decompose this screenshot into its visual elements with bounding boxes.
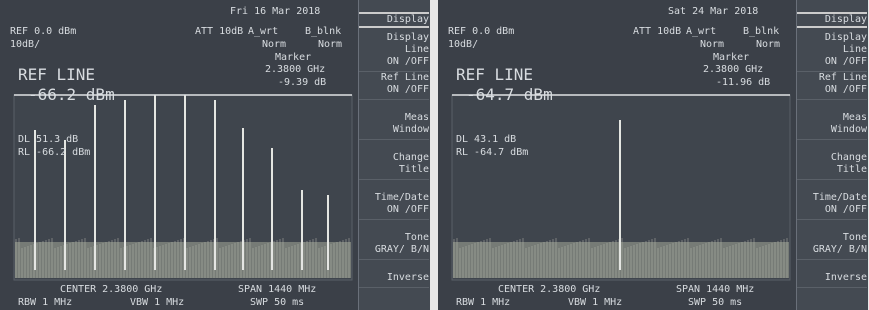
softkey-label: ON /OFF xyxy=(797,204,867,216)
softkey-label: Display xyxy=(797,32,867,44)
ref-level: REF 0.0 dBm xyxy=(448,26,514,37)
trace-b-mode: B_blnk xyxy=(305,26,341,37)
analyzer-screen: Sat 24 Mar 2018 REF 0.0 dBm 10dB/ATT 10dB A… xyxy=(438,0,868,310)
softkey-label: GRAY/ B/N xyxy=(797,244,867,256)
rbw: RBW 1 MHz xyxy=(456,297,510,308)
menu-title: Display xyxy=(797,12,867,28)
softkey-label: Window xyxy=(797,124,867,136)
ref-line-label: REF LINE xyxy=(18,66,95,84)
softkey-label: Line xyxy=(797,44,867,56)
scale: 10dB/ xyxy=(10,39,40,50)
softkey-label: ON /OFF xyxy=(359,204,429,216)
marker-label: Marker xyxy=(275,52,311,63)
softkey-label: Title xyxy=(359,164,429,176)
softkey-label: Meas xyxy=(359,112,429,124)
center-frequency: CENTER 2.3800 GHz xyxy=(498,284,600,295)
marker-frequency: 2.3800 GHz xyxy=(703,64,763,75)
sweep-time: SWP 50 ms xyxy=(688,297,742,308)
ref-level: REF 0.0 dBm xyxy=(10,26,76,37)
trace-b-mode: B_blnk xyxy=(743,26,779,37)
softkey-label: Inverse xyxy=(359,272,429,284)
softkey-label: Time/Date xyxy=(797,192,867,204)
softkey-label: ON /OFF xyxy=(797,84,867,96)
vbw: VBW 1 MHz xyxy=(568,297,622,308)
trace-a-detector: Norm xyxy=(262,39,286,50)
span: SPAN 1440 MHz xyxy=(676,284,754,295)
page: Fri 16 Mar 2018 REF 0.0 dBm 10dB/ATT 10dB A… xyxy=(0,0,869,310)
marker-frequency: 2.3800 GHz xyxy=(265,64,325,75)
date: Fri 16 Mar 2018 xyxy=(230,6,320,17)
scale: 10dB/ xyxy=(448,39,478,50)
marker-value: -11.96 dB xyxy=(716,77,770,88)
ref-line-label: REF LINE xyxy=(456,66,533,84)
ref-line-value: -66.2 dBm xyxy=(28,86,115,104)
softkey-label: ON /OFF xyxy=(359,56,429,68)
sweep-time: SWP 50 ms xyxy=(250,297,304,308)
date: Sat 24 Mar 2018 xyxy=(668,6,758,17)
softkey-label: Time/Date xyxy=(359,192,429,204)
analyzer-screen: Fri 16 Mar 2018 REF 0.0 dBm 10dB/ATT 10dB A… xyxy=(0,0,430,310)
marker-value: -9.39 dB xyxy=(278,77,326,88)
softkey-label: Window xyxy=(359,124,429,136)
vbw: VBW 1 MHz xyxy=(130,297,184,308)
softkey-label: Display xyxy=(359,32,429,44)
softkey[interactable]: Inverse xyxy=(797,272,867,288)
softkey-label: Tone xyxy=(797,232,867,244)
trace-a-mode: A_wrt xyxy=(686,26,716,37)
softkey-label: Inverse xyxy=(797,272,867,284)
softkey-label: Title xyxy=(797,164,867,176)
attenuation: ATT 10dB xyxy=(633,26,681,37)
softkey-label: Tone xyxy=(359,232,429,244)
marker-label: Marker xyxy=(713,52,749,63)
softkey-label: GRAY/ B/N xyxy=(359,244,429,256)
ref-line-readout: RL -64.7 dBm xyxy=(456,147,528,158)
softkey-label: Change xyxy=(359,152,429,164)
softkey[interactable]: Inverse xyxy=(359,272,429,288)
softkey-label: ON /OFF xyxy=(797,56,867,68)
trace-b-detector: Norm xyxy=(756,39,780,50)
center-frequency: CENTER 2.3800 GHz xyxy=(60,284,162,295)
span: SPAN 1440 MHz xyxy=(238,284,316,295)
softkey-label: Line xyxy=(359,44,429,56)
ref-line-readout: RL -66.2 dBm xyxy=(18,147,90,158)
softkey-label: ON /OFF xyxy=(359,84,429,96)
softkey-label: Change xyxy=(797,152,867,164)
softkey-label: Ref Line xyxy=(359,72,429,84)
trace-b-detector: Norm xyxy=(318,39,342,50)
trace-a-detector: Norm xyxy=(700,39,724,50)
softkey-label: Meas xyxy=(797,112,867,124)
attenuation: ATT 10dB xyxy=(195,26,243,37)
display-line-value: DL 43.1 dB xyxy=(456,134,516,145)
display-line-value: DL 51.3 dB xyxy=(18,134,78,145)
ref-line-value: -64.7 dBm xyxy=(466,86,553,104)
menu-title: Display xyxy=(359,12,429,28)
trace-a-mode: A_wrt xyxy=(248,26,278,37)
rbw: RBW 1 MHz xyxy=(18,297,72,308)
softkey-label: Ref Line xyxy=(797,72,867,84)
